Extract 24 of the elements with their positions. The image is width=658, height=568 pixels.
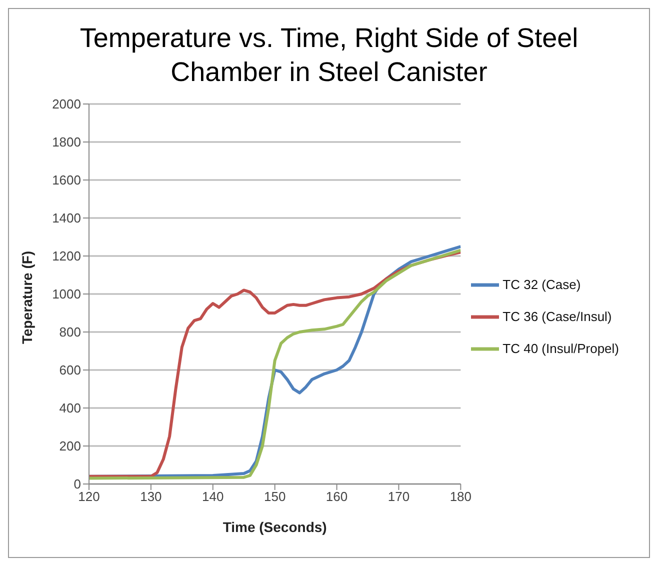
y-tick-label: 2000 [52, 96, 81, 112]
x-tick-label: 170 [388, 489, 410, 504]
x-axis-title: Time (Seconds) [222, 519, 327, 535]
x-tick-label: 140 [202, 489, 224, 504]
y-tick-label: 400 [59, 400, 81, 416]
legend-label: TC 40 (Insul/Propel) [502, 340, 619, 356]
y-tick-label: 600 [59, 362, 81, 378]
x-tick-label: 160 [326, 489, 348, 504]
y-tick-label: 800 [59, 324, 81, 340]
x-tick-label: 180 [450, 489, 472, 504]
y-tick-label: 200 [59, 438, 81, 454]
chart-title: Temperature vs. Time, Right Side of Steel Chamber in Steel Canister [78, 22, 580, 89]
x-tick-label: 120 [78, 489, 100, 504]
legend-label: TC 36 (Case/Insul) [502, 308, 612, 324]
y-tick-label: 1400 [52, 210, 81, 226]
x-tick-label: 150 [264, 489, 286, 504]
y-axis-title: Teperature (F) [18, 250, 35, 344]
x-tick-label: 130 [140, 489, 162, 504]
y-tick-label: 1800 [52, 134, 81, 150]
y-tick-label: 1600 [52, 172, 81, 188]
y-tick-label: 1000 [52, 286, 81, 302]
y-tick-label: 1200 [52, 248, 81, 264]
y-tick-label: 0 [74, 476, 81, 492]
legend-label: TC 32 (Case) [502, 276, 581, 292]
